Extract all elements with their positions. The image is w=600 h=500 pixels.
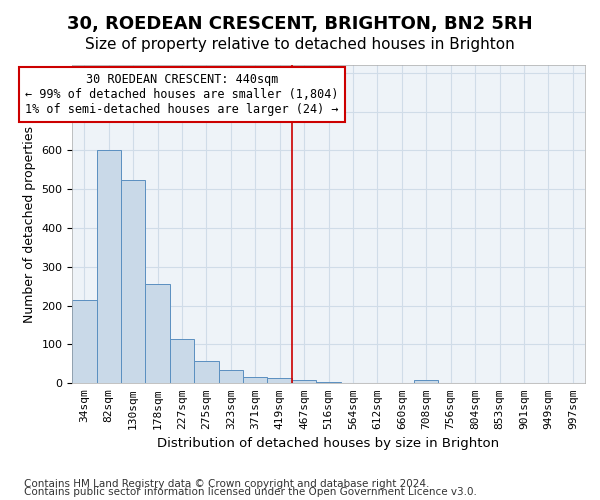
- Bar: [292, 380, 316, 384]
- Bar: [121, 180, 145, 384]
- Bar: [97, 150, 121, 384]
- Bar: [72, 300, 97, 384]
- Bar: [145, 284, 170, 384]
- Bar: [243, 376, 268, 384]
- Bar: [316, 382, 341, 384]
- Text: Size of property relative to detached houses in Brighton: Size of property relative to detached ho…: [85, 38, 515, 52]
- Bar: [194, 361, 218, 384]
- Bar: [170, 338, 194, 384]
- Y-axis label: Number of detached properties: Number of detached properties: [23, 126, 36, 322]
- Text: Contains HM Land Registry data © Crown copyright and database right 2024.: Contains HM Land Registry data © Crown c…: [24, 479, 430, 489]
- Bar: [268, 378, 292, 384]
- Text: 30 ROEDEAN CRESCENT: 440sqm
← 99% of detached houses are smaller (1,804)
1% of s: 30 ROEDEAN CRESCENT: 440sqm ← 99% of det…: [25, 73, 339, 116]
- Text: Contains public sector information licensed under the Open Government Licence v3: Contains public sector information licen…: [24, 487, 477, 497]
- X-axis label: Distribution of detached houses by size in Brighton: Distribution of detached houses by size …: [157, 437, 500, 450]
- Bar: [218, 370, 243, 384]
- Bar: [414, 380, 439, 384]
- Text: 30, ROEDEAN CRESCENT, BRIGHTON, BN2 5RH: 30, ROEDEAN CRESCENT, BRIGHTON, BN2 5RH: [67, 15, 533, 33]
